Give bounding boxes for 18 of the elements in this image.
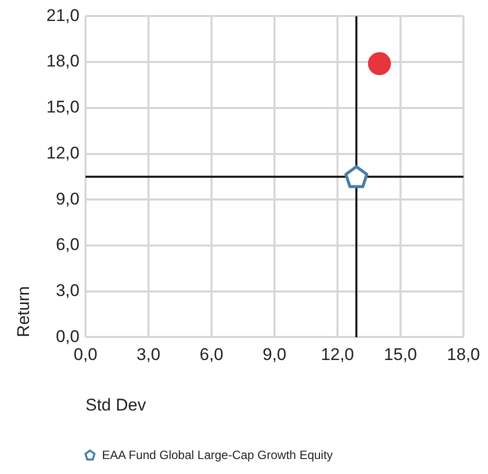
x-tick-label: 18,0 xyxy=(446,345,480,364)
x-tick-label: 6,0 xyxy=(200,345,224,364)
y-tick-label: 6,0 xyxy=(56,235,80,254)
y-tick-label: 12,0 xyxy=(46,143,80,162)
y-tick-label: 15,0 xyxy=(46,98,80,117)
x-tick-label: 12,0 xyxy=(320,345,354,364)
x-tick-label: 15,0 xyxy=(384,345,418,364)
x-tick-label: 3,0 xyxy=(136,345,160,364)
y-axis-title: Return xyxy=(14,286,33,338)
y-tick-label: 21,0 xyxy=(46,6,80,25)
x-tick-label: 0,0 xyxy=(74,345,98,364)
y-tick-label: 0,0 xyxy=(56,326,80,346)
y-tick-label: 18,0 xyxy=(46,52,80,71)
legend-label: EAA Fund Global Large-Cap Growth Equity xyxy=(102,448,333,462)
y-tick-label: 9,0 xyxy=(56,189,80,208)
y-tick-label: 3,0 xyxy=(56,281,80,300)
x-axis-title: Std Dev xyxy=(85,395,146,414)
x-tick-label: 9,0 xyxy=(262,345,286,364)
